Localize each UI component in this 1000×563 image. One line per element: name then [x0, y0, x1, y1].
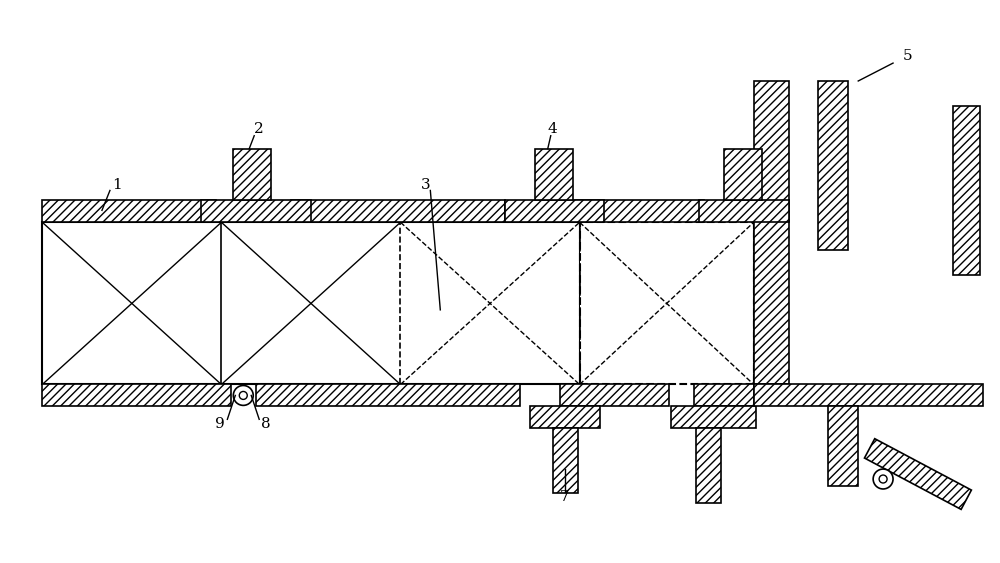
Text: 9: 9 — [215, 417, 224, 431]
Bar — [233, 149, 271, 200]
Bar — [828, 406, 858, 486]
Bar — [699, 200, 789, 222]
Bar — [575, 200, 704, 222]
Bar — [42, 200, 216, 222]
Bar — [818, 81, 848, 250]
Circle shape — [873, 469, 893, 489]
Bar — [505, 200, 604, 222]
Bar — [560, 385, 669, 406]
Bar — [696, 428, 721, 503]
Bar — [530, 406, 600, 428]
Bar — [754, 81, 789, 385]
Text: 5: 5 — [903, 49, 913, 63]
Text: 7: 7 — [560, 490, 569, 504]
Bar — [201, 200, 311, 222]
Bar — [535, 149, 573, 200]
Text: 2: 2 — [254, 122, 264, 136]
Bar — [291, 200, 505, 222]
Circle shape — [239, 391, 247, 399]
Bar — [671, 406, 756, 428]
Circle shape — [879, 475, 887, 483]
Bar — [724, 149, 762, 200]
Bar — [580, 222, 754, 385]
Polygon shape — [864, 439, 971, 510]
Text: 8: 8 — [261, 417, 271, 431]
Bar — [42, 222, 580, 385]
Circle shape — [233, 386, 253, 405]
Text: 1: 1 — [112, 178, 122, 193]
Bar — [42, 385, 231, 406]
Bar — [256, 385, 520, 406]
Bar — [754, 385, 983, 406]
Bar — [553, 428, 578, 493]
Text: 4: 4 — [548, 122, 558, 136]
Bar — [953, 106, 980, 275]
Bar — [694, 385, 754, 406]
Text: 3: 3 — [421, 178, 430, 193]
